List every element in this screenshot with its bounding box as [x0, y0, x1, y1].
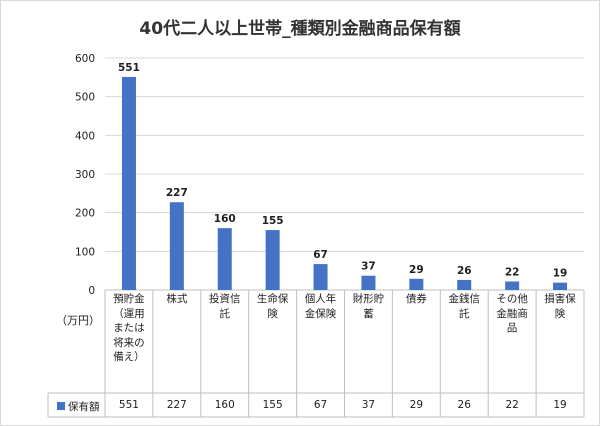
y-tick-label: 600: [75, 53, 95, 65]
table-cell-value: 26: [457, 399, 471, 411]
category-label: 損害保 険: [544, 293, 576, 320]
category-label: 金銭信 託: [448, 293, 480, 320]
data-label: 67: [313, 249, 328, 261]
bar: [553, 282, 568, 290]
category-label: その他 金融商 品: [496, 293, 528, 334]
table-cell-value: 19: [553, 399, 567, 411]
category-label: 投資信 託: [208, 293, 241, 320]
data-label: 551: [118, 62, 140, 74]
y-tick-label: 0: [88, 285, 95, 297]
table-cell-value: 22: [505, 399, 519, 411]
table-cell-value: 551: [118, 399, 139, 411]
data-label: 26: [457, 265, 472, 277]
chart-title: 40代二人以上世帯_種類別金融商品保有額: [139, 19, 461, 39]
data-label: 29: [409, 264, 424, 276]
data-label: 22: [505, 266, 520, 278]
bar: [505, 281, 520, 290]
bar: [265, 230, 280, 290]
y-tick-label: 100: [75, 246, 95, 258]
table-cell-value: 227: [166, 399, 187, 411]
table-cell-value: 155: [262, 399, 283, 411]
table-cell-value: 67: [313, 399, 328, 411]
category-label: 預貯金 （運用 または 将来の 備え）: [113, 293, 145, 363]
category-label: 個人年 金保険: [304, 293, 337, 320]
bar: [217, 228, 232, 290]
unit-label: （万円）: [56, 314, 100, 327]
category-label: 生命保 険: [256, 293, 289, 320]
data-label: 155: [262, 215, 284, 227]
category-label: 株式: [166, 293, 188, 305]
table-cell-value: 29: [409, 399, 424, 411]
data-label: 37: [361, 261, 376, 273]
table-cell-value: 37: [361, 399, 376, 411]
bar: [361, 275, 376, 290]
y-tick-label: 200: [75, 208, 95, 220]
table-cell-value: 160: [214, 399, 235, 411]
data-label: 19: [553, 268, 568, 280]
data-label: 160: [214, 213, 236, 225]
y-tick-label: 300: [75, 169, 95, 181]
y-tick-label: 400: [75, 130, 95, 142]
bar: [313, 264, 328, 290]
bar: [457, 279, 472, 290]
bar: [169, 202, 184, 290]
bar: [409, 278, 424, 290]
category-label: 債券: [405, 293, 427, 305]
y-tick-label: 500: [75, 92, 95, 104]
data-label: 227: [166, 187, 188, 199]
legend-label: 保有額: [68, 401, 100, 413]
bar: [121, 76, 136, 291]
category-label: 財形貯 蓄: [352, 293, 385, 320]
legend-swatch: [57, 402, 65, 410]
